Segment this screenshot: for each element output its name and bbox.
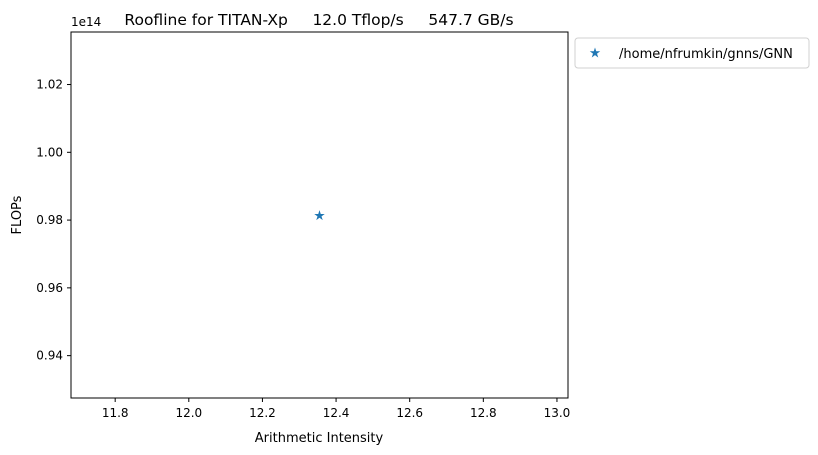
legend-star-icon [589,47,601,58]
legend-label: /home/nfrumkin/gnns/GNN [619,47,793,62]
y-tick-label: 1.02 [36,78,63,92]
data-point-star [314,210,325,221]
x-axis-ticks: 11.8 12.0 12.2 12.4 12.6 12.8 13.0 [102,398,570,420]
x-tick-label: 12.8 [470,406,497,420]
x-tick-label: 13.0 [544,406,571,420]
y-axis-label: FLOPs [10,195,25,234]
x-tick-label: 12.4 [323,406,350,420]
y-tick-label: 0.94 [36,349,63,363]
y-axis-ticks: 0.94 0.96 0.98 1.00 1.02 [36,78,71,363]
chart-title: Roofline for TITAN-Xp 12.0 Tflop/s 547.7… [124,11,513,29]
x-axis-label: Arithmetic Intensity [255,431,384,446]
legend-frame [574,37,810,69]
y-tick-label: 1.00 [36,145,63,159]
axes-frame [70,31,569,399]
y-tick-label: 0.98 [36,213,63,227]
y-axis-offset-text: 1e14 [71,15,101,29]
x-tick-label: 12.6 [396,406,423,420]
legend: /home/nfrumkin/gnns/GNN [574,37,810,69]
x-tick-label: 12.0 [175,406,202,420]
plot-area [70,31,569,399]
legend-marker-star-icon [589,47,601,58]
data-points [314,210,325,221]
y-tick-label: 0.96 [36,281,63,295]
x-tick-label: 11.8 [102,406,129,420]
x-tick-label: 12.2 [249,406,276,420]
